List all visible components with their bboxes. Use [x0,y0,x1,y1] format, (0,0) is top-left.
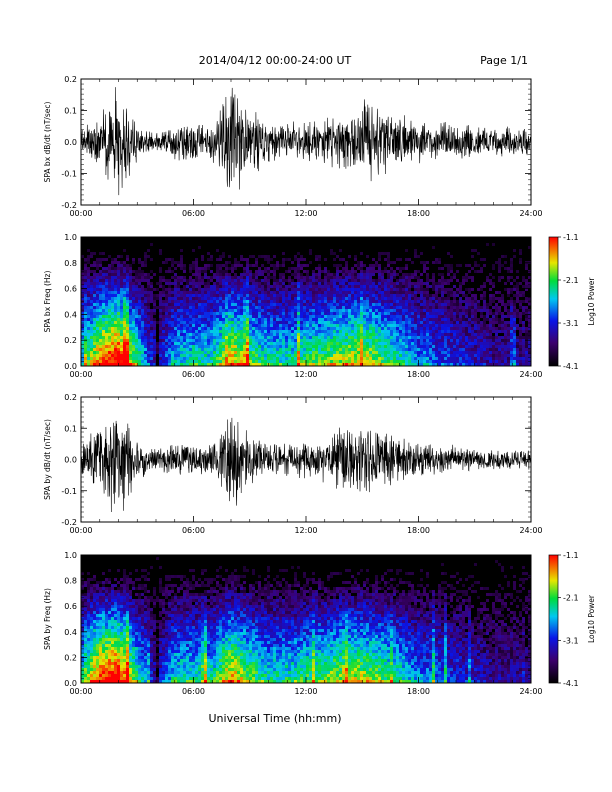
x-tick-label: 18:00 [407,526,430,535]
y-tick-label: 0.0 [64,138,77,147]
y-tick-label: 0.6 [64,285,77,294]
y-tick-label: 0.4 [64,310,77,319]
colorbar-tick-label: -4.1 [563,362,579,371]
y-tick-label: -0.1 [61,487,77,496]
y-tick-label: -0.1 [61,170,77,179]
y-tick-label: 0.2 [64,75,77,84]
colorbar-tick-label: -1.1 [563,551,579,560]
y-axis-title: SPA bx Freq (Hz) [43,271,52,333]
colorbar-tick-label: -4.1 [563,679,579,688]
y-tick-label: 1.0 [64,233,77,242]
x-tick-label: 00:00 [69,370,92,379]
figure-title: 2014/04/12 00:00-24:00 UT [199,54,352,67]
panels: 00:00 06:00 12:00 18:00 24:00 -0.2 -0.1 0.0 0.1 0… [43,75,596,696]
y-tick-label: 0.2 [64,336,77,345]
y-tick-label: 1.0 [64,551,77,560]
y-tick-label: 0.0 [64,679,77,688]
x-tick-label: 12:00 [294,209,317,218]
x-tick-label: 06:00 [182,209,205,218]
colorbar-label: Log10 Power [587,277,596,326]
page-indicator: Page 1/1 [480,54,528,67]
panel-4: -1.1 -2.1 -3.1 -4.1 Log10 Power 00:00 06:00 12:… [43,551,596,696]
x-tick-label: 18:00 [407,209,430,218]
x-tick-label: 24:00 [519,370,542,379]
y-tick-label: 0.6 [64,602,77,611]
x-tick-label: 24:00 [519,687,542,696]
y-tick-label: 0.4 [64,628,77,637]
y-tick-label: 0.0 [64,362,77,371]
x-tick-label: 24:00 [519,526,542,535]
colorbar-tick-label: -1.1 [563,233,579,242]
colorbar-tick-label: -3.1 [563,319,579,328]
y-tick-label: -0.2 [61,518,77,527]
colorbar: -1.1 -2.1 -3.1 -4.1 Log10 Power [548,551,596,688]
x-tick-label: 18:00 [407,687,430,696]
x-tick-label: 12:00 [294,526,317,535]
colorbar-scale [548,236,559,367]
series-trace [81,87,531,196]
x-tick-label: 00:00 [69,209,92,218]
x-tick-label: 12:00 [294,370,317,379]
x-tick-label: 18:00 [407,370,430,379]
colorbar-tick-label: -2.1 [563,276,579,285]
colorbar-tick-label: -3.1 [563,636,579,645]
y-tick-label: 0.1 [64,424,77,433]
x-tick-label: 06:00 [182,687,205,696]
y-tick-label: 0.8 [64,259,77,268]
y-tick-label: -0.2 [61,201,77,210]
panel-2: -1.1 -2.1 -3.1 -4.1 Log10 Power 00:00 06:00 12:… [43,233,596,379]
spectrogram-cells [81,243,531,366]
x-tick-label: 06:00 [182,526,205,535]
colorbar: -1.1 -2.1 -3.1 -4.1 Log10 Power [548,233,596,371]
x-tick-label: 00:00 [69,687,92,696]
spectrogram-cells [81,557,531,683]
y-tick-label: 0.1 [64,107,77,116]
x-tick-label: 06:00 [182,370,205,379]
panel-3: 00:00 06:00 12:00 18:00 24:00 -0.2 -0.1 0.0 0.1 0… [43,393,543,535]
y-tick-label: 0.2 [64,393,77,402]
colorbar-tick-label: -2.1 [563,594,579,603]
colorbar-label: Log10 Power [587,594,596,643]
colorbar-scale [548,554,559,684]
x-axis-title: Universal Time (hh:mm) [209,712,342,725]
y-axis-title: SPA by Freq (Hz) [43,588,52,650]
y-tick-label: 0.0 [64,456,77,465]
y-axis-title: SPA bx dB/dt (nT/sec) [43,102,52,183]
x-tick-label: 12:00 [294,687,317,696]
x-tick-label: 24:00 [519,209,542,218]
y-tick-label: 0.8 [64,577,77,586]
y-axis-title: SPA by dB/dt (nT/sec) [43,419,52,500]
y-tick-label: 0.2 [64,653,77,662]
series-trace [81,417,531,512]
x-tick-label: 00:00 [69,526,92,535]
panel-1: 00:00 06:00 12:00 18:00 24:00 -0.2 -0.1 0.0 0.1 0… [43,75,543,218]
